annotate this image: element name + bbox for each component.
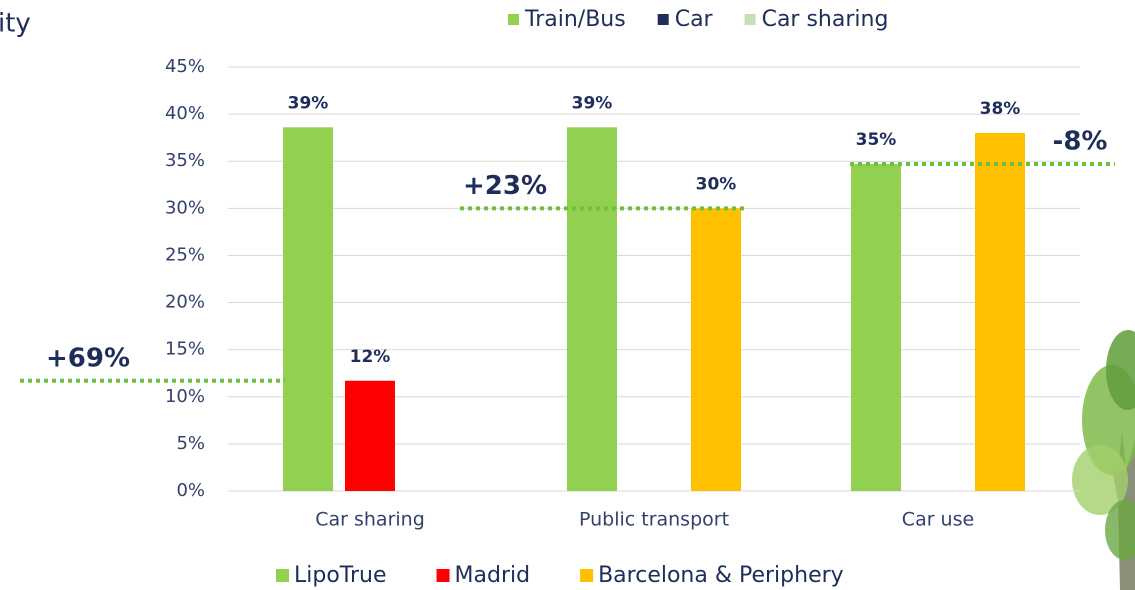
- annotation: -8%: [1053, 127, 1108, 157]
- x-tick-label: Car use: [902, 509, 974, 531]
- y-tick-label: 30%: [165, 197, 205, 218]
- legend-label: LipoTrue: [294, 563, 387, 588]
- value-label: 12%: [350, 347, 391, 367]
- y-tick-label: 20%: [165, 292, 205, 313]
- chart: ity 0% 5% 10% 15% 20% 25% 30% 35% 40% 45% Car shar…: [0, 0, 1135, 590]
- bar: [345, 381, 395, 491]
- value-label: 38%: [980, 99, 1021, 119]
- legend-swatch: [276, 569, 289, 582]
- y-tick-label: 0%: [176, 480, 205, 501]
- value-label: 35%: [856, 130, 897, 150]
- y-tick-label: 45%: [165, 56, 205, 77]
- heading-fragment: ity: [0, 9, 31, 39]
- legend-label: Madrid: [455, 563, 531, 588]
- plot: 0% 5% 10% 15% 20% 25% 30% 35% 40% 45% Car sharing P…: [20, 7, 1115, 588]
- page: {"chart_data": { "type": "bar", "heading…: [0, 0, 1135, 590]
- y-tick-label: 15%: [165, 339, 205, 360]
- legend-label: Car sharing: [762, 7, 889, 32]
- annotation: +23%: [463, 171, 547, 201]
- y-tick-label: 10%: [165, 386, 205, 407]
- legend-swatch: [658, 14, 669, 25]
- bar: [567, 127, 617, 491]
- bar: [975, 133, 1025, 491]
- y-tick-label: 40%: [165, 103, 205, 124]
- legend-label: Train/Bus: [524, 7, 626, 32]
- value-label: 39%: [288, 93, 329, 113]
- x-tick-label: Car sharing: [315, 509, 425, 531]
- legend-swatch: [580, 569, 593, 582]
- bar: [691, 208, 741, 491]
- value-label: 39%: [572, 93, 613, 113]
- legend-swatch: [508, 14, 519, 25]
- legend-swatch: [745, 14, 756, 25]
- bar: [851, 164, 901, 491]
- legend-swatch: [437, 569, 450, 582]
- x-tick-label: Public transport: [579, 509, 729, 531]
- y-tick-label: 35%: [165, 150, 205, 171]
- y-tick-label: 5%: [176, 433, 205, 454]
- tree-decoration: [1072, 330, 1135, 590]
- annotation: +69%: [46, 343, 130, 373]
- bar: [283, 127, 333, 491]
- y-tick-label: 25%: [165, 244, 205, 265]
- value-label: 30%: [696, 174, 737, 194]
- legend-label: Barcelona & Periphery: [598, 563, 844, 588]
- legend-label: Car: [675, 7, 714, 32]
